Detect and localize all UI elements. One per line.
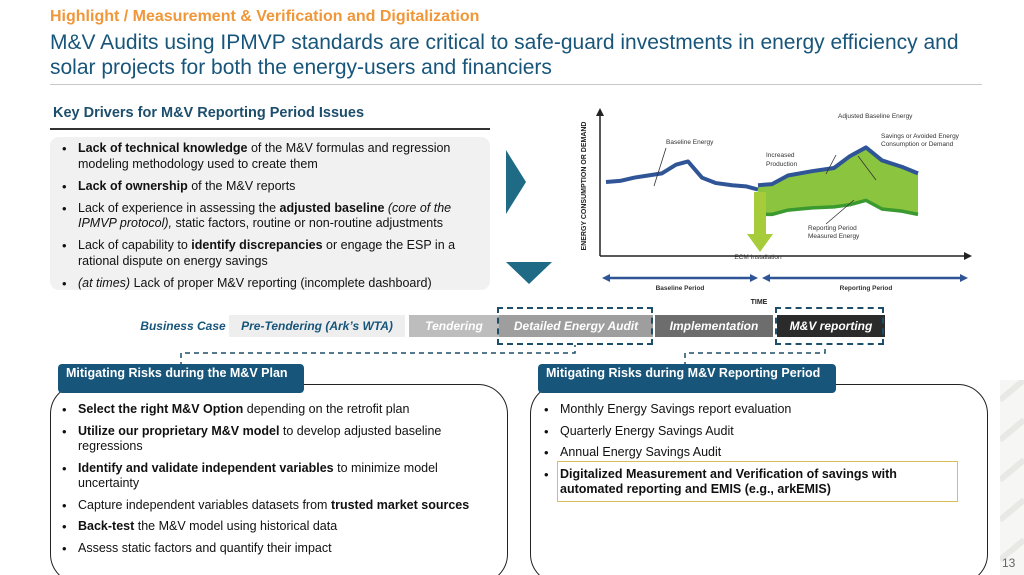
list-item: Utilize our proprietary M&V model to dev…	[58, 424, 498, 455]
ecm-arrow	[747, 192, 773, 252]
annotation-increased-2: Production	[766, 161, 797, 168]
list-item: Lack of ownership of the M&V reports	[58, 179, 490, 195]
phase-connectors	[180, 345, 826, 367]
annotation-leader	[825, 154, 837, 175]
annotation-savings-2: Consumption or Demand	[881, 141, 954, 148]
phase-step: Implementation	[655, 315, 773, 337]
series-line-baseline	[605, 159, 759, 192]
annotation-measured-1: Reporting Period	[808, 225, 857, 232]
annotation-baseline: Baseline Energy	[666, 139, 714, 146]
page-number: 13	[1002, 556, 1016, 570]
text-run: Annual Energy Savings Audit	[560, 445, 722, 459]
text-run: identify discrepancies	[191, 238, 323, 252]
reporting-list: Monthly Energy Savings report evaluation…	[540, 402, 960, 504]
decorative-pattern	[1000, 380, 1024, 575]
list-item: Monthly Energy Savings report evaluation	[540, 402, 960, 418]
reporting-title: Mitigating Risks during M&V Reporting Pe…	[538, 364, 836, 393]
reporting-period-arrowhead	[762, 274, 770, 282]
text-run: Capture independent variables datasets f…	[78, 497, 331, 512]
series-line-reporting	[758, 198, 919, 217]
drivers-title: Key Drivers for M&V Reporting Period Iss…	[53, 105, 365, 121]
annotation-ecm: ECM Installation	[734, 254, 782, 261]
y-axis-arrow	[596, 108, 604, 116]
page-headline: M&V Audits using IPMVP standards are cri…	[50, 31, 959, 79]
series-line-adjusted	[757, 145, 919, 188]
annotation-adjusted: Adjusted Baseline Energy	[838, 113, 913, 120]
text-run: trusted market sources	[330, 497, 470, 512]
text-run: to develop adjusted baseline regressions	[78, 423, 442, 454]
chart-axes	[596, 108, 972, 260]
text-run: Identify and validate independent variab…	[78, 460, 334, 475]
audit-highlight-frame	[497, 307, 653, 345]
annotation-baseline-period: Baseline Period	[656, 285, 705, 292]
text-run: adjusted baseline	[279, 200, 385, 215]
plan-title: Mitigating Risks during the M&V Plan	[58, 364, 304, 393]
list-item: Assess static factors and quantify their…	[58, 541, 498, 557]
text-run: Lack of ownership	[78, 178, 188, 193]
reporting-period-arrowhead	[960, 274, 968, 282]
phase-step: Detailed Energy Audit	[499, 315, 653, 337]
baseline-period-arrowhead	[750, 274, 758, 282]
arrow-down-icon	[506, 262, 552, 284]
text-run: Lack of technical knowledge	[78, 141, 248, 155]
annotation-reporting-period: Reporting Period	[840, 285, 893, 292]
text-run: to minimize model uncertainty	[78, 460, 438, 491]
text-run: Monthly Energy Savings report evaluation	[560, 402, 792, 416]
text-run: (at times)	[78, 275, 131, 290]
chart-marks	[602, 145, 968, 282]
text-run: depending on the retrofit plan	[243, 402, 410, 416]
text-run: Back-test	[78, 519, 135, 533]
baseline-period-arrowhead	[602, 274, 610, 282]
list-item: Lack of experience in assessing the adju…	[58, 201, 490, 232]
text-run: Digitalized Measurement and Verification…	[560, 466, 897, 497]
text-run: of the M&V reports	[187, 178, 296, 193]
text-run: the M&V model using historical data	[134, 519, 338, 533]
x-axis-label: TIME	[751, 299, 768, 306]
list-item: Select the right M&V Option depending on…	[58, 402, 498, 418]
list-item: Annual Energy Savings Audit	[540, 445, 960, 461]
list-item: (at times) Lack of proper M&V reporting …	[58, 276, 490, 292]
list-item: Identify and validate independent variab…	[58, 461, 498, 492]
drivers-list: Lack of technical knowledge of the M&V f…	[58, 141, 490, 298]
savings-area	[758, 147, 918, 215]
annotation-leader	[653, 147, 667, 187]
mv-highlight-frame	[775, 307, 884, 345]
list-item: Lack of capability to identify discrepan…	[58, 238, 490, 269]
text-run: Quarterly Energy Savings Audit	[560, 423, 734, 438]
list-item: Back-test the M&V model using historical…	[58, 519, 498, 535]
annotation-leader	[857, 155, 877, 181]
annotation-measured-2: Measured Energy	[808, 233, 860, 240]
x-axis-arrow	[964, 252, 972, 260]
text-run: static factors, routine or non-routine a…	[172, 216, 443, 230]
annotation-leader	[825, 199, 855, 225]
annotation-increased-1: Increased	[766, 152, 795, 159]
text-run: of the M&V formulas and regression model…	[78, 141, 451, 171]
plan-list: Select the right M&V Option depending on…	[58, 402, 498, 562]
header-divider	[50, 84, 982, 85]
text-run: Assess static factors and quantify their…	[78, 540, 332, 555]
text-run: Lack of capability to	[78, 238, 192, 252]
phase-step: Tendering	[409, 315, 499, 337]
list-item: Capture independent variables datasets f…	[58, 498, 498, 514]
text-run: Utilize our proprietary M&V model	[78, 423, 280, 438]
text-run: Lack of experience in assessing the	[78, 200, 280, 215]
list-item: Quarterly Energy Savings Audit	[540, 424, 960, 440]
list-item: Lack of technical knowledge of the M&V f…	[58, 141, 490, 172]
drivers-underline	[50, 128, 490, 130]
phase-step: Pre-Tendering (Ark’s WTA)	[229, 315, 405, 337]
energy-savings-chart: ENERGY CONSUMPTION OR DEMAND TIME Baseli…	[581, 108, 972, 306]
text-run: Select the right M&V Option	[78, 402, 244, 416]
arrow-right-icon	[506, 150, 526, 214]
phase-step: Business Case	[137, 315, 229, 337]
y-axis-label: ENERGY CONSUMPTION OR DEMAND	[581, 122, 588, 251]
list-item: Digitalized Measurement and Verification…	[540, 467, 960, 498]
text-run: (core of the IPMVP protocol),	[78, 200, 452, 231]
text-run: Lack of proper M&V reporting (incomplete…	[130, 275, 432, 290]
phase-step: M&V reporting	[777, 315, 885, 337]
annotation-savings-1: Savings or Avoided Energy	[881, 133, 960, 140]
text-run: or engage the ESP in a rational dispute …	[78, 238, 456, 268]
section-kicker: Highlight / Measurement & Verification a…	[50, 8, 480, 25]
